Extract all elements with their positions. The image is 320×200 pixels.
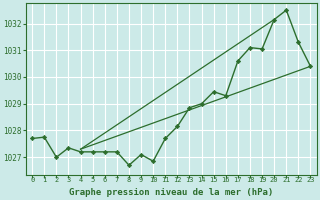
X-axis label: Graphe pression niveau de la mer (hPa): Graphe pression niveau de la mer (hPa) — [69, 188, 274, 197]
